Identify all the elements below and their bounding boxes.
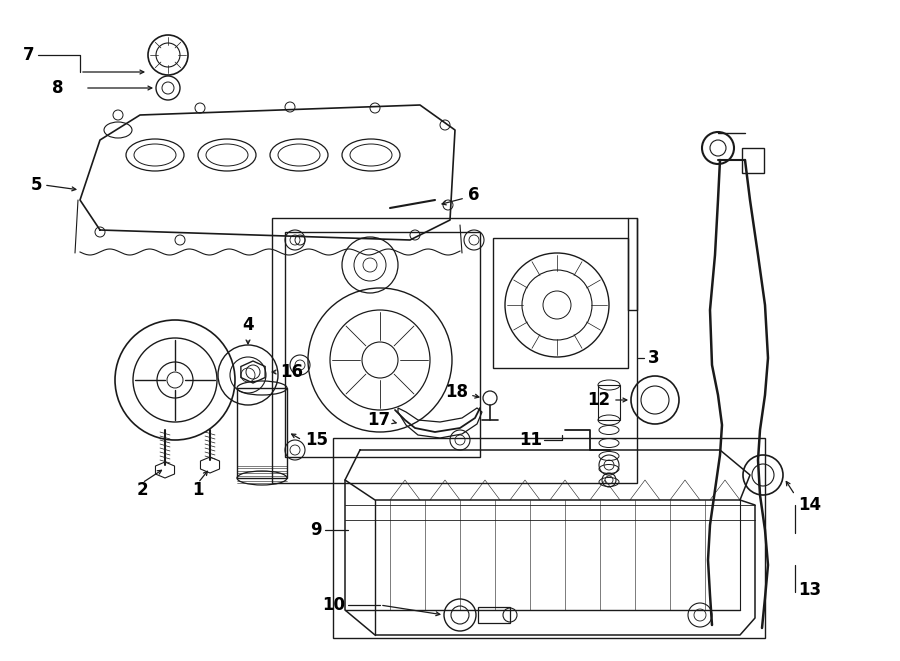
Text: 15: 15 bbox=[305, 431, 328, 449]
Text: 9: 9 bbox=[310, 521, 322, 539]
Bar bbox=[598, 385, 620, 420]
Text: 10: 10 bbox=[322, 596, 345, 614]
Text: 17: 17 bbox=[367, 411, 390, 429]
Text: 2: 2 bbox=[136, 481, 148, 499]
Bar bbox=[493, 238, 628, 368]
Text: 5: 5 bbox=[31, 176, 42, 194]
Text: 14: 14 bbox=[798, 496, 821, 514]
Text: 6: 6 bbox=[468, 186, 480, 204]
Text: 11: 11 bbox=[519, 431, 542, 449]
Text: 16: 16 bbox=[280, 363, 303, 381]
Bar bbox=[333, 438, 765, 638]
Bar bbox=[237, 388, 287, 478]
Text: 13: 13 bbox=[798, 581, 821, 599]
Text: 8: 8 bbox=[52, 79, 64, 97]
Text: 4: 4 bbox=[242, 316, 254, 334]
Text: 1: 1 bbox=[193, 481, 203, 499]
Text: 7: 7 bbox=[23, 46, 35, 64]
Bar bbox=[285, 232, 480, 457]
Text: 18: 18 bbox=[445, 383, 468, 401]
Text: 12: 12 bbox=[587, 391, 610, 409]
Bar bbox=[742, 148, 764, 173]
Text: 3: 3 bbox=[648, 349, 660, 367]
Bar bbox=[272, 218, 637, 483]
